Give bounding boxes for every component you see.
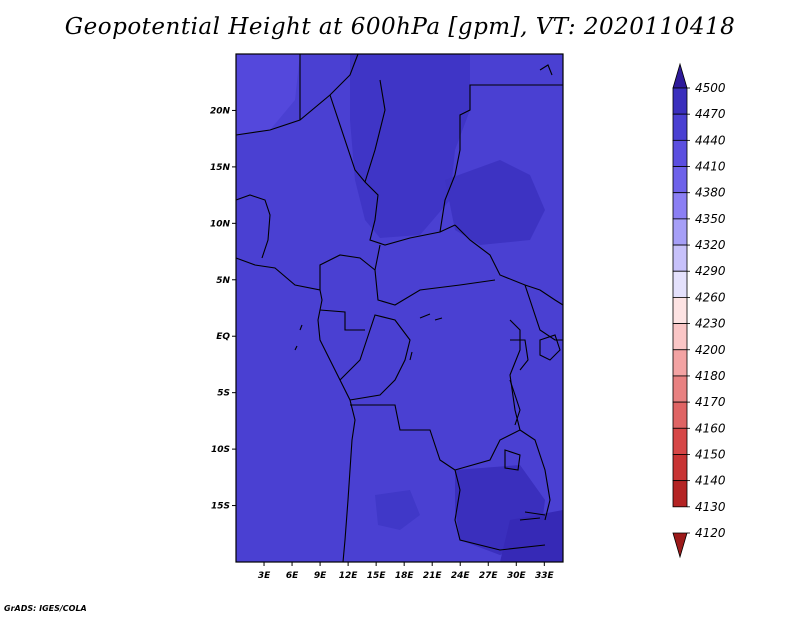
colorbar-label: 4160 xyxy=(695,421,726,435)
field-patch-northwest-low xyxy=(236,54,300,135)
x-tick-label: 27E xyxy=(479,571,499,581)
colorbar-label: 4130 xyxy=(695,500,726,514)
colorbar-swatch xyxy=(672,297,688,324)
colorbar-label: 4120 xyxy=(695,526,726,540)
colorbar-label: 4290 xyxy=(695,264,726,278)
colorbar-swatch xyxy=(672,454,688,482)
colorbar-label: 4140 xyxy=(695,474,726,488)
colorbar-swatch xyxy=(672,532,688,559)
field-patch-southwest-high xyxy=(375,490,420,530)
colorbar-label: 4320 xyxy=(695,238,726,252)
x-tick-label: 12E xyxy=(339,571,359,581)
field-patch-southeast-corner xyxy=(500,510,563,562)
y-tick-label: 10S xyxy=(211,445,230,455)
y-tick-label: 5S xyxy=(217,389,230,399)
field-patch-north-high xyxy=(350,54,470,238)
colorbar-swatch xyxy=(672,349,688,377)
colorbar-swatch xyxy=(672,427,688,455)
colorbar-legend: 4500 4470 4440 4410 4380 4350 4320 4290 4260 4230… xyxy=(672,62,726,559)
y-tick-label: 10N xyxy=(210,219,231,229)
x-tick-label: 18E xyxy=(395,571,415,581)
colorbar-label: 4230 xyxy=(695,317,726,331)
colorbar-swatch xyxy=(672,244,688,272)
colorbar-swatch xyxy=(672,218,688,246)
colorbar-swatch xyxy=(672,323,688,351)
y-tick-label: EQ xyxy=(216,332,230,342)
colorbar-label: 4260 xyxy=(695,290,726,304)
colorbar-label: 4500 xyxy=(695,81,726,95)
map-frame xyxy=(235,53,564,563)
colorbar-label: 4380 xyxy=(695,186,726,200)
y-tick-label: 5N xyxy=(216,276,230,286)
colorbar-swatch xyxy=(672,401,688,429)
x-axis: 3E 6E 9E 12E 15E 18E 21E 24E 27E 30E 33E xyxy=(258,562,555,581)
colorbar-label: 4200 xyxy=(695,343,726,357)
y-tick-label: 20N xyxy=(210,106,231,116)
y-axis: 20N 15N 10N 5N EQ 5S 10S 15S xyxy=(210,106,236,512)
colorbar-label: 4180 xyxy=(695,369,726,383)
colorbar-label: 4410 xyxy=(695,160,726,174)
colorbar-label: 4350 xyxy=(695,212,726,226)
y-tick-label: 15S xyxy=(211,502,230,512)
colorbar-swatch xyxy=(672,113,688,141)
colorbar-label: 4470 xyxy=(695,107,726,121)
colorbar-swatch xyxy=(672,375,688,403)
x-tick-label: 21E xyxy=(423,571,443,581)
colorbar-swatch xyxy=(672,166,688,194)
grads-credit: GrADS: IGES/COLA xyxy=(4,604,87,613)
colorbar-swatch xyxy=(672,62,688,89)
colorbar-swatch xyxy=(672,139,688,167)
x-tick-label: 15E xyxy=(367,571,387,581)
colorbar-label: 4440 xyxy=(695,133,726,147)
chart-title: Geopotential Height at 600hPa [gpm], VT:… xyxy=(64,14,736,40)
colorbar-label: 4170 xyxy=(695,395,726,409)
colorbar-label: 4150 xyxy=(695,447,726,461)
colorbar-swatch xyxy=(672,270,688,298)
x-tick-label: 3E xyxy=(258,571,271,581)
map-panel xyxy=(235,53,564,563)
x-tick-label: 33E xyxy=(535,571,555,581)
colorbar-swatch xyxy=(672,192,688,220)
colorbar-swatch xyxy=(672,87,688,115)
field-patch-east-high xyxy=(445,160,545,245)
x-tick-label: 30E xyxy=(507,571,527,581)
coastlines-borders xyxy=(235,53,564,563)
x-tick-label: 6E xyxy=(286,571,299,581)
x-tick-label: 24E xyxy=(451,571,471,581)
y-tick-label: 15N xyxy=(210,163,231,173)
x-tick-label: 9E xyxy=(314,571,327,581)
colorbar-swatch xyxy=(672,480,688,508)
